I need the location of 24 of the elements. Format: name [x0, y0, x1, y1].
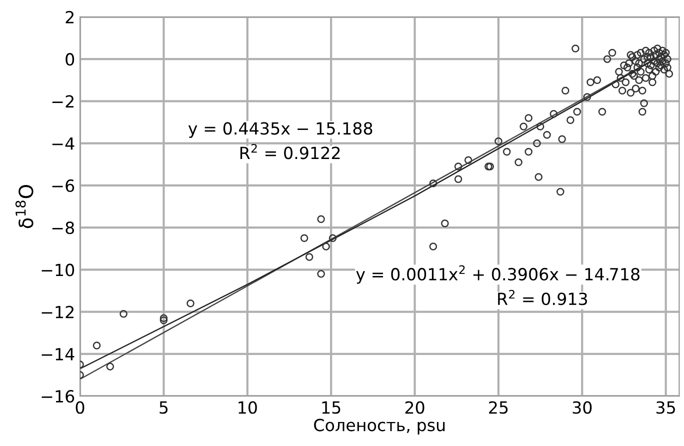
y-tick-label: −14: [42, 348, 74, 360]
y-tick-label: −4: [52, 137, 74, 150]
x-axis-title: Соленость, psu: [314, 418, 445, 435]
x-tick-label: 10: [238, 401, 257, 414]
x-tick-label: 20: [405, 401, 424, 414]
y-tick-label: −6: [52, 179, 74, 192]
y-tick-label: −10: [42, 264, 74, 276]
y-tick-label: −2: [52, 95, 74, 108]
y-axis-title: δ$^{18}$O: [15, 185, 34, 228]
x-tick-label: 35: [656, 401, 675, 414]
x-tick-label: 30: [572, 401, 592, 414]
x-tick-label: 5: [160, 401, 168, 414]
x-tick-label: 0: [76, 401, 84, 414]
y-tick-label: −16: [42, 390, 74, 403]
y-tick-label: 0: [66, 53, 74, 66]
x-tick-label: 15: [322, 401, 340, 414]
y-tick-label: 2: [66, 10, 74, 24]
annotation: R$^{2}$ = 0.913: [498, 290, 588, 306]
y-tick-label: −8: [52, 222, 74, 234]
annotation: R$^{2}$ = 0.9122: [240, 144, 340, 160]
y-tick-label: −12: [42, 306, 74, 318]
annotation: y = 0.4435x − 15.188: [188, 122, 372, 138]
annotation: y = 0.0011x$^{2}$ + 0.3906x − 14.718: [356, 265, 640, 284]
x-tick-label: 25: [489, 401, 508, 414]
